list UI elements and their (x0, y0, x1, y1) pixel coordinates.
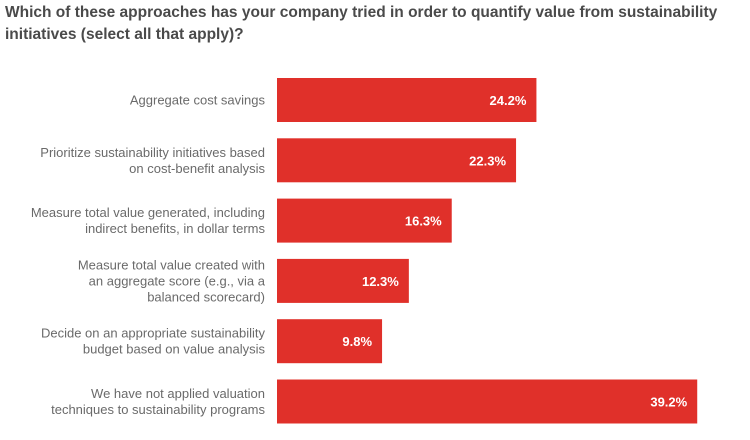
value-labels: 24.2% 22.3% 16.3% 12.3% 9.8% 39.2% (342, 93, 687, 410)
bars-layer (277, 78, 698, 424)
value-label-4: 12.3% (362, 274, 399, 289)
category-label-2: Prioritize sustainability initiatives ba… (40, 145, 265, 176)
category-label-3: Measure total value generated, including… (31, 205, 266, 236)
value-label-6: 39.2% (650, 395, 687, 410)
category-label-5: Decide on an appropriate sustainability b… (41, 326, 266, 357)
value-label-1: 24.2% (490, 93, 527, 108)
bar-6 (277, 379, 698, 424)
category-label-6: We have not applied valuation techniques … (51, 386, 265, 417)
category-label-1: Aggregate cost savings (130, 93, 266, 108)
category-labels: Aggregate cost savings Prioritize sustain… (31, 93, 266, 418)
chart-title: Which of these approaches has your compa… (5, 4, 718, 43)
value-label-2: 22.3% (469, 153, 506, 168)
bar-5 (277, 319, 383, 364)
bar-1 (277, 78, 537, 122)
bar-2 (277, 138, 517, 183)
value-label-3: 16.3% (405, 214, 442, 229)
bar-3 (277, 198, 452, 243)
category-label-4: Measure total value created with an aggre… (78, 257, 266, 304)
bar-4 (277, 258, 409, 303)
value-label-5: 9.8% (342, 334, 372, 349)
